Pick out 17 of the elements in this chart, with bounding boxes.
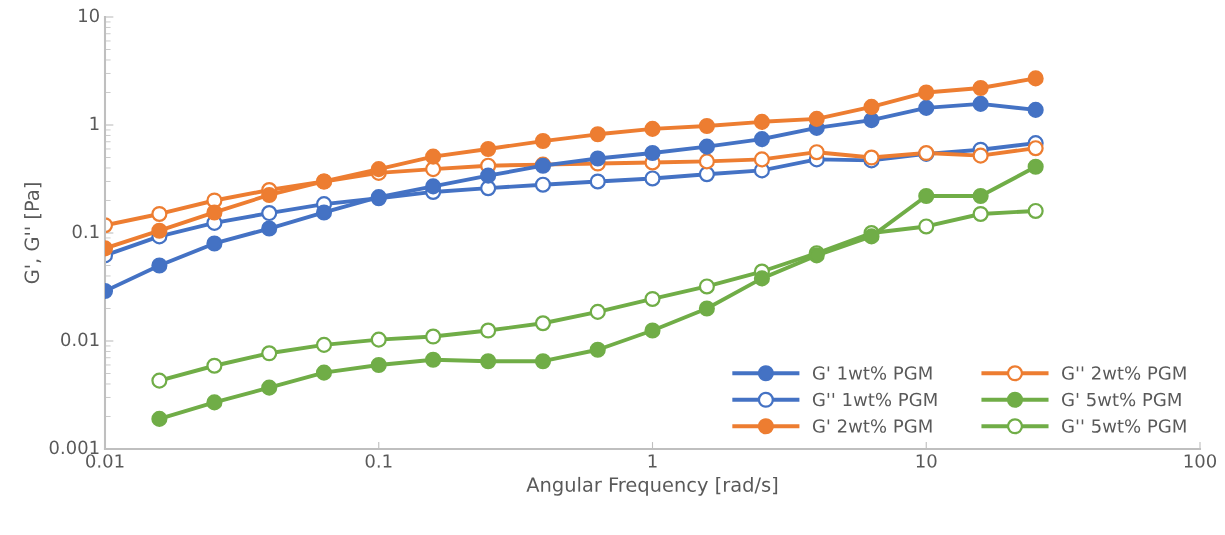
y-tick-label: 0.1 (72, 224, 99, 239)
x-tick-label: 1 (648, 454, 657, 468)
y-tick-label: 10 (79, 8, 99, 23)
y-tick-label: 0.001 (49, 440, 99, 455)
legend-label: G'' 2wt% PGM (1062, 366, 1186, 380)
legend-label: G' 2wt% PGM (812, 419, 932, 433)
legend-label: G'' 5wt% PGM (1062, 419, 1186, 433)
y-tick-label: 0.01 (61, 332, 99, 347)
y-axis-title: G', G'' [Pa] (24, 183, 42, 284)
legend-label: G' 1wt% PGM (812, 366, 932, 380)
x-tick-label: 0.1 (365, 454, 392, 468)
x-tick-label: 100 (1184, 454, 1217, 468)
x-axis-title: Angular Frequency [rad/s] (526, 476, 778, 496)
y-tick-label: 1 (90, 116, 99, 130)
x-tick-label: 10 (916, 454, 937, 468)
legend-label: G'' 1wt% PGM (812, 392, 937, 407)
legend-label: G' 5wt% PGM (1062, 392, 1181, 407)
